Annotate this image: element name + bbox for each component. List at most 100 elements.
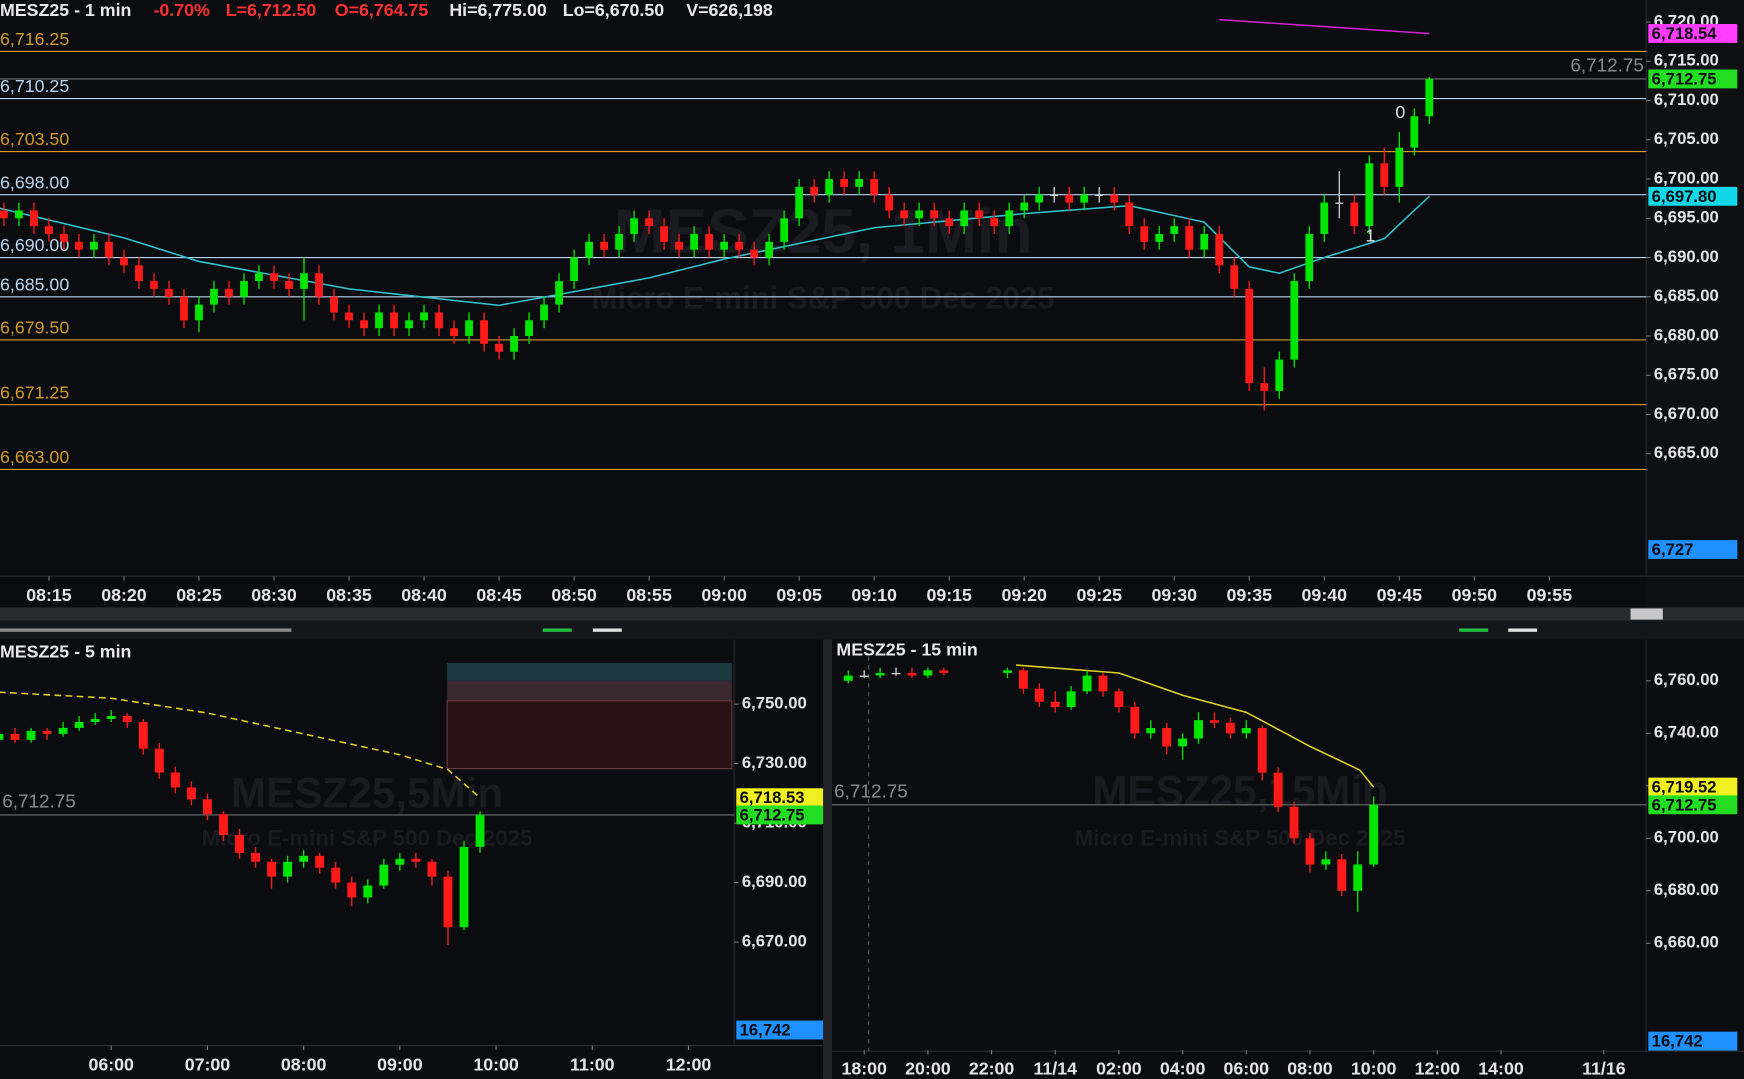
candle-body	[1005, 210, 1014, 227]
price-tag-label: 6,718.54	[1652, 24, 1718, 43]
candle-body	[120, 257, 128, 266]
price-tag	[736, 788, 824, 808]
last-price-label: 6,712.75	[2, 792, 76, 813]
x-tick-label: 08:00	[281, 1054, 327, 1074]
y-tick-label: 6,690.00	[742, 872, 807, 891]
x-tick-label: 20:00	[905, 1059, 951, 1079]
candle-body	[443, 876, 453, 928]
price-axis-panel	[1646, 0, 1744, 608]
candle-body	[1275, 359, 1284, 391]
y-tick-label: 6,715.00	[1654, 51, 1719, 70]
y-tick-label: 6,690.00	[1654, 247, 1719, 266]
volume-tag	[736, 1020, 824, 1040]
y-tick-label: 6,750.00	[742, 694, 807, 713]
annotation: 0	[1395, 102, 1405, 122]
x-tick-label: 06:00	[1224, 1059, 1270, 1079]
candle-body	[705, 233, 714, 250]
candle-body	[1230, 265, 1239, 289]
candle-body	[570, 257, 578, 282]
candle-body	[540, 304, 548, 321]
x-tick-label: 08:25	[176, 585, 222, 605]
candle-body	[645, 218, 653, 227]
level-label: 6,671.25	[0, 382, 69, 402]
candle-body	[74, 721, 84, 728]
annotation: 1	[1365, 226, 1375, 246]
y-tick-label: 6,760.00	[1654, 670, 1719, 689]
candle-body	[1320, 202, 1329, 234]
stat: L=6,712.50	[226, 0, 317, 20]
candle-body	[585, 241, 593, 258]
candle-body	[219, 814, 228, 836]
y-tick-label: 6,685.00	[1654, 286, 1719, 305]
price-tag	[1648, 777, 1738, 797]
candle-body	[1410, 116, 1419, 148]
y-tick-label: 6,700.00	[1654, 168, 1719, 187]
candle-body	[135, 265, 143, 282]
price-tag-label: 6,712.75	[1652, 795, 1717, 814]
x-tick-label: 11/16	[1582, 1059, 1626, 1079]
candle-body	[459, 846, 469, 928]
candle-body	[26, 730, 36, 740]
zone-box	[446, 700, 733, 770]
candle-body	[1114, 691, 1124, 708]
scrollbar[interactable]	[0, 607, 1744, 621]
candle-body	[138, 721, 148, 749]
candle-body	[1353, 864, 1363, 891]
x-tick-label: 08:30	[251, 585, 297, 605]
x-tick-label: 11:00	[570, 1054, 615, 1074]
candle-body	[885, 194, 894, 211]
candle-body	[1305, 838, 1315, 865]
x-tick-label: 12:00	[1415, 1059, 1461, 1079]
candle-body	[375, 312, 383, 329]
candle-body	[251, 852, 260, 862]
x-tick-label: 08:50	[551, 585, 597, 605]
candle-body	[0, 210, 8, 219]
tab-indicator	[592, 628, 622, 632]
indicator-line	[0, 691, 481, 799]
watermark: MESZ25, 1Min	[614, 197, 1033, 266]
candle-body	[10, 733, 20, 740]
candle-body	[690, 233, 699, 250]
watermark: MESZ25,15Min	[1092, 767, 1388, 814]
candle-body	[720, 241, 729, 250]
tab-indicator	[1459, 628, 1489, 632]
pane-divider	[0, 620, 1744, 640]
candle-body	[600, 241, 608, 250]
candle-body	[1178, 738, 1188, 747]
candle-body	[780, 218, 789, 242]
x-tick-label: 10:00	[1351, 1059, 1397, 1079]
candle-body	[555, 281, 563, 305]
candle-body	[315, 273, 323, 297]
x-tick-label: 22:00	[969, 1059, 1015, 1079]
price-tag	[736, 805, 824, 825]
y-tick-label: 6,665.00	[1654, 443, 1719, 462]
candle-body	[235, 835, 244, 853]
level-label: 6,690.00	[0, 235, 69, 255]
candle-body	[475, 814, 485, 847]
candle-body	[360, 320, 368, 329]
candle-body	[363, 885, 373, 898]
candle-body	[150, 281, 158, 289]
candle-body	[1050, 194, 1059, 197]
candle-body	[1065, 194, 1074, 203]
candle-body	[450, 328, 458, 337]
candle-body	[75, 241, 83, 250]
candle-body	[923, 670, 933, 676]
candle-body	[0, 733, 4, 740]
candle-body	[843, 675, 853, 681]
x-tick-label: 09:30	[1152, 585, 1198, 605]
scrollbar-thumb[interactable]	[1630, 608, 1663, 620]
candle-body	[510, 336, 518, 352]
volume-tag	[1648, 1031, 1738, 1051]
price-tag	[1648, 795, 1738, 815]
candle-body	[1209, 720, 1219, 723]
candle-body	[1155, 233, 1164, 242]
candle-body	[435, 312, 443, 329]
volume-tag-label: 16,742	[740, 1021, 791, 1040]
candle-body	[330, 296, 338, 313]
last-price-label: 6,712.75	[834, 782, 908, 803]
candle-body	[990, 218, 999, 227]
level-label: 6,716.25	[0, 29, 69, 49]
candle-body	[395, 858, 405, 865]
candle-body	[1146, 728, 1156, 734]
